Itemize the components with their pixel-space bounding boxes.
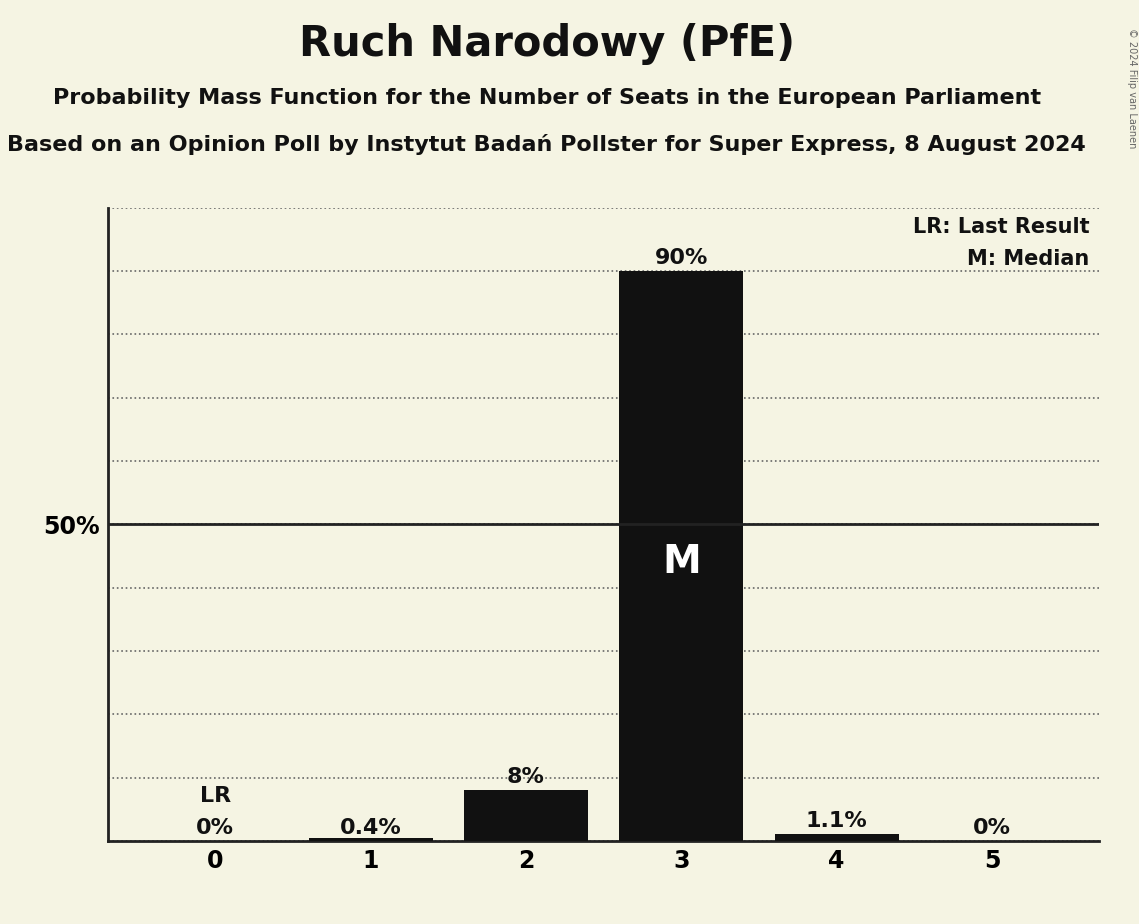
Text: Based on an Opinion Poll by Instytut Badań Pollster for Super Express, 8 August : Based on an Opinion Poll by Instytut Bad… <box>7 134 1087 155</box>
Text: LR: Last Result: LR: Last Result <box>912 217 1089 237</box>
Bar <box>775 833 899 841</box>
Text: 90%: 90% <box>655 248 708 268</box>
Text: M: M <box>662 543 700 581</box>
Bar <box>620 272 744 841</box>
Text: © 2024 Filip van Laenen: © 2024 Filip van Laenen <box>1126 28 1137 148</box>
Text: Probability Mass Function for the Number of Seats in the European Parliament: Probability Mass Function for the Number… <box>52 88 1041 108</box>
Text: M: Median: M: Median <box>967 249 1089 269</box>
Text: 0.4%: 0.4% <box>339 818 402 838</box>
Text: 0%: 0% <box>196 818 235 838</box>
Text: 0%: 0% <box>973 818 1011 838</box>
Text: 8%: 8% <box>507 767 544 787</box>
Text: 1.1%: 1.1% <box>805 810 868 831</box>
Bar <box>464 790 588 841</box>
Text: LR: LR <box>199 786 231 806</box>
Bar <box>309 838 433 841</box>
Text: Ruch Narodowy (PfE): Ruch Narodowy (PfE) <box>298 23 795 65</box>
